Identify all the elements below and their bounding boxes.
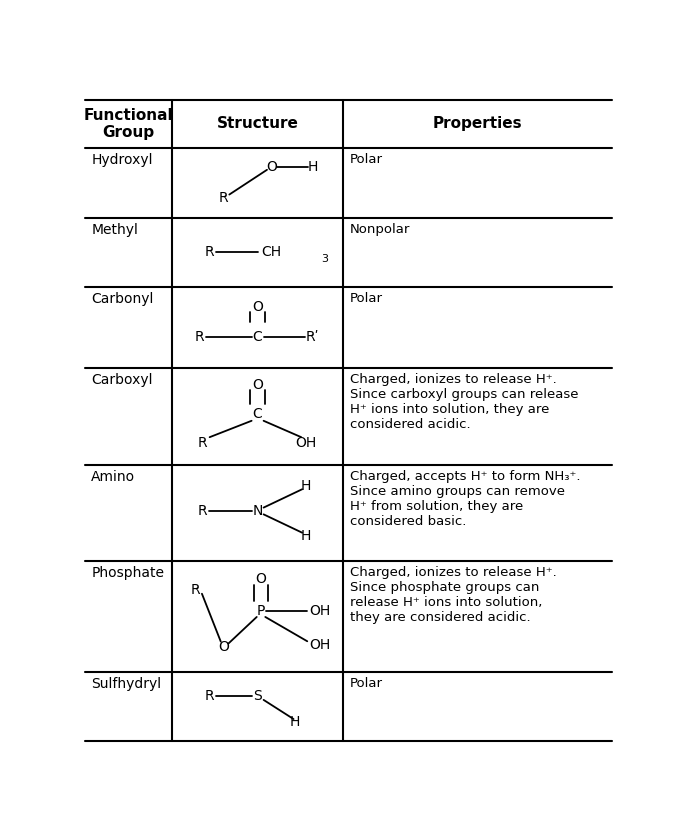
Text: R: R bbox=[205, 689, 214, 703]
Text: Charged, ionizes to release H⁺.
Since phosphate groups can
release H⁺ ions into : Charged, ionizes to release H⁺. Since ph… bbox=[350, 566, 556, 624]
Text: Phosphate: Phosphate bbox=[91, 566, 165, 581]
Text: Carboxyl: Carboxyl bbox=[91, 373, 153, 387]
Text: OH: OH bbox=[309, 638, 330, 652]
Text: R: R bbox=[198, 436, 207, 451]
Text: Sulfhydryl: Sulfhydryl bbox=[91, 676, 161, 691]
Text: Polar: Polar bbox=[350, 153, 383, 166]
Text: Nonpolar: Nonpolar bbox=[350, 222, 410, 236]
Text: Amino: Amino bbox=[91, 470, 135, 484]
Text: C: C bbox=[253, 331, 262, 344]
Text: OH: OH bbox=[295, 436, 316, 451]
Text: P: P bbox=[257, 604, 265, 618]
Text: Polar: Polar bbox=[350, 676, 383, 690]
Text: C: C bbox=[253, 407, 262, 421]
Text: Charged, ionizes to release H⁺.
Since carboxyl groups can release
H⁺ ions into s: Charged, ionizes to release H⁺. Since ca… bbox=[350, 373, 578, 431]
Text: O: O bbox=[252, 377, 263, 392]
Text: S: S bbox=[253, 689, 262, 703]
Text: Charged, accepts H⁺ to form NH₃⁺.
Since amino groups can remove
H⁺ from solution: Charged, accepts H⁺ to form NH₃⁺. Since … bbox=[350, 470, 580, 528]
Text: H: H bbox=[301, 529, 311, 543]
Text: O: O bbox=[266, 161, 277, 174]
Text: N: N bbox=[252, 504, 262, 518]
Text: R: R bbox=[218, 191, 228, 205]
Text: H: H bbox=[307, 161, 318, 174]
Text: R: R bbox=[194, 331, 204, 344]
Text: CH: CH bbox=[261, 246, 281, 259]
Text: Structure: Structure bbox=[217, 117, 299, 132]
Text: OH: OH bbox=[309, 604, 330, 618]
Text: Methyl: Methyl bbox=[91, 222, 138, 237]
Text: R: R bbox=[198, 504, 207, 518]
Text: Rʹ: Rʹ bbox=[305, 331, 319, 344]
Text: Carbonyl: Carbonyl bbox=[91, 292, 154, 307]
Text: Hydroxyl: Hydroxyl bbox=[91, 153, 153, 167]
Text: O: O bbox=[256, 571, 267, 586]
Text: Functional
Group: Functional Group bbox=[84, 107, 173, 140]
Text: H: H bbox=[301, 479, 311, 493]
Text: R: R bbox=[205, 246, 214, 259]
Text: H: H bbox=[290, 715, 301, 729]
Text: 3: 3 bbox=[322, 254, 328, 264]
Text: O: O bbox=[252, 301, 263, 315]
Text: Polar: Polar bbox=[350, 292, 383, 306]
Text: O: O bbox=[218, 641, 228, 655]
Text: R: R bbox=[191, 583, 201, 597]
Text: Properties: Properties bbox=[432, 117, 522, 132]
